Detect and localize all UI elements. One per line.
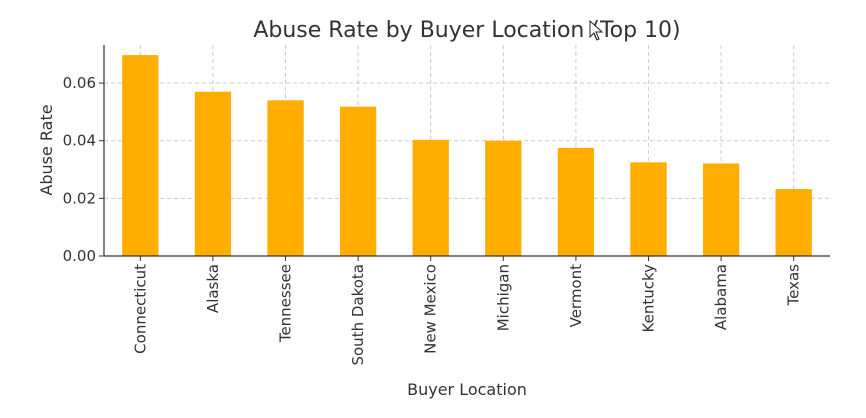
bar (557, 147, 595, 256)
x-tick-label: Vermont (567, 264, 585, 328)
y-ticks: 0.00 0.02 0.04 0.06 (63, 74, 104, 265)
x-tick-label: South Dakota (349, 264, 367, 366)
y-tick-label: 0.02 (63, 189, 96, 207)
y-tick-label: 0.06 (63, 74, 96, 92)
x-tick-label: Texas (785, 264, 803, 307)
x-tick-label: Alaska (204, 264, 222, 313)
x-tick-label: Alabama (712, 264, 730, 330)
axes (103, 45, 830, 257)
chart-title: Abuse Rate by Buyer Location (Top 10) (253, 18, 680, 43)
y-axis-label: Abuse Rate (37, 104, 56, 195)
x-tick-label: Kentucky (640, 264, 658, 333)
bar (775, 189, 812, 256)
x-tick-label: Michigan (494, 264, 512, 331)
bar (485, 140, 522, 256)
bars (122, 55, 812, 257)
bar (630, 162, 667, 256)
bar (339, 106, 377, 256)
bar (122, 55, 159, 256)
y-tick-label: 0.00 (63, 247, 96, 265)
bar (702, 163, 740, 256)
x-ticks: Connecticut Alaska Tennessee South Dakota Ne… (131, 256, 803, 366)
x-tick-label: New Mexico (422, 264, 440, 354)
bar (412, 139, 449, 256)
mouse-cursor-icon (589, 19, 604, 41)
y-tick-label: 0.04 (63, 132, 96, 150)
x-tick-label: Connecticut (131, 264, 149, 354)
x-axis-label: Buyer Location (407, 380, 527, 399)
bar (267, 100, 304, 256)
x-tick-label: Tennessee (277, 264, 295, 343)
bar (194, 91, 232, 257)
